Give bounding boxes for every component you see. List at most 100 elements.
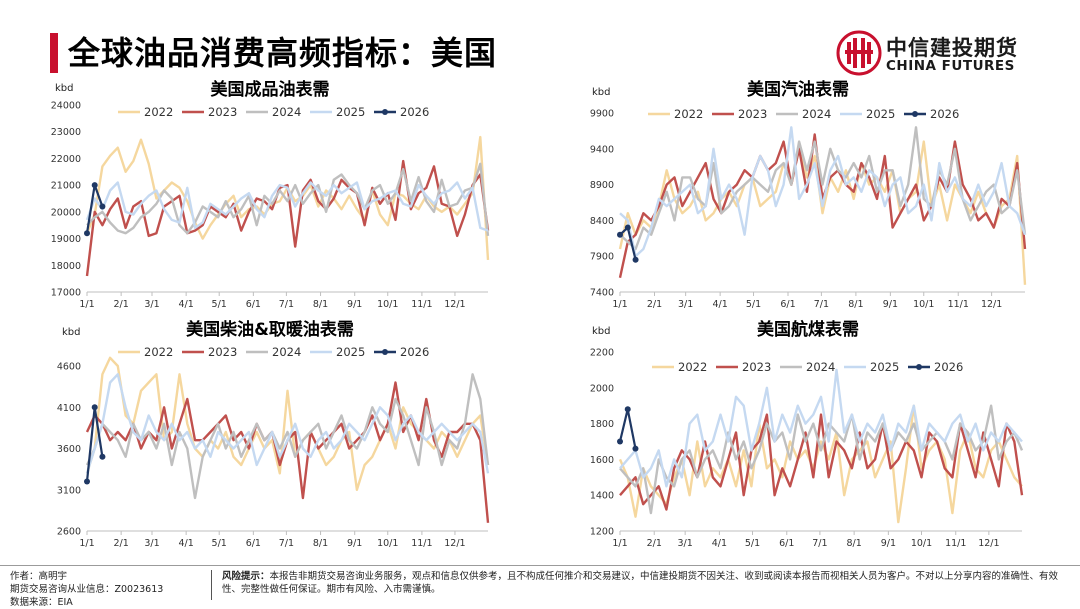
- data-point-2026: [84, 230, 90, 237]
- series-line-2025: [619, 368, 1023, 488]
- legend-label-2024: 2024: [806, 360, 835, 374]
- y-axis-unit-label: kbd: [55, 83, 74, 94]
- x-tick-label: 11/1: [948, 299, 969, 310]
- legend-marker-2026: [382, 349, 388, 355]
- legend-label-2026: 2026: [930, 107, 959, 121]
- data-point-2026: [91, 404, 98, 411]
- x-tick-label: 12/1: [444, 299, 465, 310]
- x-tick-label: 4/1: [712, 538, 727, 549]
- x-tick-label: 9/1: [883, 299, 898, 310]
- data-point-2026: [99, 453, 106, 460]
- x-tick-label: 8/1: [848, 299, 863, 310]
- y-tick-label: 7400: [590, 288, 614, 299]
- y-tick-label: 8900: [590, 180, 614, 191]
- legend-label-2026: 2026: [400, 105, 429, 119]
- footer-risk-notice: 风险提示：本报告非期货交易咨询业务服务，观点和信息仅供参考，且不构成任何推介和交…: [222, 570, 1062, 596]
- y-tick-label: 22000: [51, 154, 81, 165]
- y-tick-label: 9400: [590, 144, 614, 155]
- x-tick-label: 5/1: [746, 299, 761, 310]
- legend-label-2022: 2022: [144, 105, 173, 119]
- y-tick-label: 21000: [51, 181, 81, 192]
- x-tick-label: 4/1: [178, 538, 193, 549]
- y-tick-label: 1800: [590, 419, 614, 430]
- x-tick-label: 10/1: [911, 538, 932, 549]
- x-tick-label: 3/1: [678, 538, 693, 549]
- legend-label-2025: 2025: [336, 105, 365, 119]
- legend-label-2024: 2024: [272, 105, 301, 119]
- footer-license: 期货交易咨询从业信息：Z0023613: [10, 584, 164, 595]
- x-tick-label: 7/1: [814, 299, 829, 310]
- x-tick-label: 9/1: [347, 299, 362, 310]
- series-line-2022: [618, 140, 1027, 285]
- y-tick-label: 2600: [57, 527, 81, 538]
- footer-divider: [0, 565, 1080, 566]
- y-tick-label: 3100: [57, 485, 81, 496]
- legend-label-2026: 2026: [934, 360, 963, 374]
- x-tick-label: 10/1: [377, 299, 398, 310]
- y-tick-label: 8400: [590, 216, 614, 227]
- data-point-2026: [632, 445, 639, 452]
- footer-author-info: 作者：高明宇 期货交易咨询从业信息：Z0023613 数据来源：EIA: [10, 570, 163, 609]
- x-tick-label: 7/1: [279, 299, 294, 310]
- legend-label-2022: 2022: [144, 345, 173, 359]
- y-tick-label: 1600: [590, 455, 614, 466]
- x-tick-label: 3/1: [144, 299, 159, 310]
- chart-diesel-demand: 美国柴油&取暖油表需 kbd 2600 3100 3600 4100 4600 1/1 2/1 3…: [0, 315, 540, 555]
- x-tick-label: 2/1: [114, 299, 129, 310]
- x-tick-label: 12/1: [981, 299, 1002, 310]
- series-line-2025: [85, 373, 490, 474]
- y-tick-label: 1400: [590, 491, 614, 502]
- data-point-2026: [624, 406, 631, 413]
- y-tick-label: 9900: [590, 109, 614, 120]
- y-axis-unit-label: kbd: [62, 327, 81, 338]
- x-tick-label: 8/1: [846, 538, 861, 549]
- footer-author: 作者：高明宇: [10, 571, 68, 582]
- company-logo: 中信建投期货 CHINA FUTURES: [836, 30, 1046, 78]
- x-tick-label: 1/1: [79, 538, 94, 549]
- x-tick-label: 6/1: [779, 538, 794, 549]
- legend-label-2022: 2022: [674, 107, 703, 121]
- x-tick-label: 6/1: [780, 299, 795, 310]
- y-tick-label: 19000: [51, 234, 81, 245]
- x-tick-label: 11/1: [411, 538, 432, 549]
- x-tick-label: 9/1: [881, 538, 896, 549]
- data-point-2026: [99, 203, 106, 210]
- legend-marker-2026: [382, 109, 388, 115]
- series-line-2024: [619, 404, 1024, 515]
- x-tick-label: 5/1: [212, 538, 227, 549]
- logo-mark-icon: [836, 30, 882, 76]
- legend-marker-2026: [912, 111, 918, 117]
- y-tick-label: 4100: [57, 403, 81, 414]
- data-point-2026: [617, 231, 623, 238]
- series-line-2023: [618, 133, 1027, 278]
- x-tick-label: 6/1: [246, 538, 261, 549]
- legend-label-2023: 2023: [208, 345, 237, 359]
- footer-separator: [211, 570, 212, 600]
- chart-jetfuel-demand: 美国航煤表需 kbd 1200 1400 1600 1800 2000 2200 1/1 2/1 3…: [540, 315, 1080, 555]
- chart-title: 美国航煤表需: [757, 319, 859, 340]
- data-point-2026: [632, 256, 639, 263]
- chart-title: 美国成品油表需: [211, 79, 330, 100]
- x-tick-label: 3/1: [678, 299, 693, 310]
- x-tick-label: 7/1: [812, 538, 827, 549]
- data-point-2026: [624, 224, 631, 231]
- legend-label-2022: 2022: [678, 360, 707, 374]
- y-tick-label: 18000: [51, 261, 81, 272]
- x-tick-label: 12/1: [444, 538, 465, 549]
- y-tick-label: 17000: [51, 288, 81, 299]
- x-tick-label: 8/1: [313, 299, 328, 310]
- x-tick-label: 5/1: [745, 538, 760, 549]
- title-accent-bar: [50, 33, 58, 73]
- x-tick-label: 10/1: [913, 299, 934, 310]
- data-point-2026: [617, 438, 623, 445]
- x-tick-label: 9/1: [347, 538, 362, 549]
- x-tick-label: 11/1: [945, 538, 966, 549]
- x-tick-label: 8/1: [313, 538, 328, 549]
- x-tick-label: 5/1: [212, 299, 227, 310]
- data-point-2026: [91, 182, 98, 189]
- logo-english-name: CHINA FUTURES: [886, 58, 1015, 74]
- legend-label-2024: 2024: [272, 345, 301, 359]
- y-tick-label: 4600: [57, 362, 81, 373]
- series-line-2024: [86, 162, 490, 237]
- legend-label-2023: 2023: [208, 105, 237, 119]
